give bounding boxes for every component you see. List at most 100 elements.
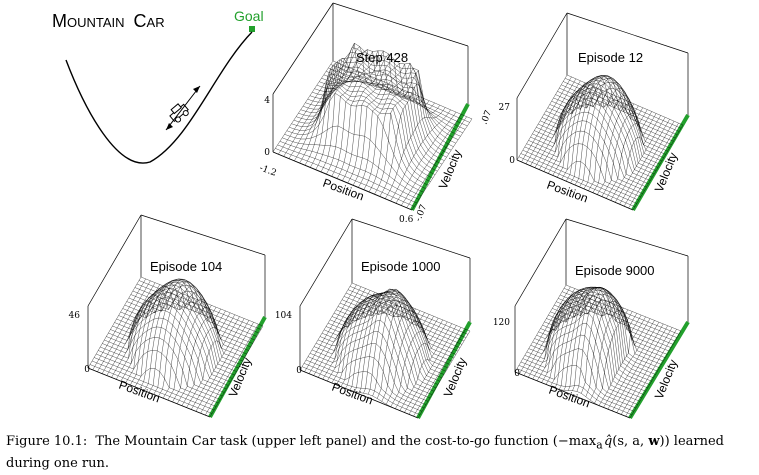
surface-mesh-line <box>337 296 457 355</box>
surface-mesh-line <box>583 82 635 189</box>
box-edge <box>351 218 471 259</box>
caption-max-sub: a <box>596 438 603 452</box>
surface-mesh-line <box>130 290 253 344</box>
surface-mesh-line <box>367 288 421 395</box>
surface-mesh-line <box>326 50 387 174</box>
z-max-label: 46 <box>69 311 81 321</box>
surface-mesh-line <box>411 118 473 211</box>
surface-mesh-line <box>167 298 221 401</box>
mountain-curve <box>65 31 253 164</box>
surface-mesh-line <box>309 57 449 154</box>
surface-mesh-line <box>610 115 661 201</box>
surface-mesh-line <box>385 107 446 199</box>
surface-mesh-line <box>191 318 245 410</box>
surface-mesh-line <box>330 64 470 123</box>
surface-mesh-line <box>343 296 463 345</box>
surface-mesh-line <box>339 300 459 352</box>
velocity-axis-bar <box>416 321 472 419</box>
surface-mesh-line <box>321 71 461 137</box>
surface-mesh-line <box>594 316 646 404</box>
surface-mesh-line <box>417 330 471 419</box>
surface-mesh-line <box>172 307 226 402</box>
surface-mesh-line <box>544 287 660 368</box>
surface-panel-4: Episode 9000 120 0 Position Velocity <box>493 218 690 420</box>
surface-mesh-line <box>319 49 459 140</box>
box-edge <box>299 218 353 307</box>
surface-mesh-line <box>581 292 633 394</box>
surface-mesh-line <box>351 282 471 332</box>
position-min-label: -1.2 <box>258 163 278 178</box>
surface-panel-1: Episode 12 27 0 Position Velocity <box>499 12 690 212</box>
surface-mesh-line <box>413 329 466 417</box>
z-max-label: 120 <box>493 318 510 328</box>
position-axis-label: Position <box>321 176 366 204</box>
surface-mesh-line <box>615 117 666 203</box>
panel-title: Episode 104 <box>150 259 222 274</box>
arrow-head-down-icon <box>166 123 173 130</box>
box-edge <box>87 214 142 307</box>
z-max-label: 104 <box>275 311 292 321</box>
velocity-axis-label: Velocity <box>441 356 469 400</box>
surface-mesh-line <box>116 282 239 369</box>
surface-mesh-line <box>399 323 452 411</box>
surface-mesh-line <box>341 299 461 348</box>
surface-mesh-line <box>302 63 443 165</box>
z-min-label: 0 <box>509 156 515 166</box>
surface-mesh-line <box>139 280 193 389</box>
surface-mesh-line <box>321 294 441 382</box>
surface-mesh-line <box>114 284 237 372</box>
position-max-label: 0.6 <box>399 215 414 225</box>
surface-mesh-line <box>532 292 584 380</box>
surface-mesh-line <box>323 291 443 378</box>
surface-mesh-line <box>186 316 240 408</box>
mc-title-initial-1: M <box>52 11 67 31</box>
surface-mesh-line <box>408 327 462 415</box>
surface-mesh-line <box>138 280 262 330</box>
surface-mesh-line <box>549 75 666 155</box>
surface-mesh-line <box>557 88 674 142</box>
box-edge <box>566 12 689 54</box>
surface-mesh-line <box>554 293 670 352</box>
surface-mesh-line <box>374 69 435 194</box>
surface-mesh-line <box>372 291 425 397</box>
surface-mesh-line <box>579 77 630 187</box>
surface-mesh-line <box>563 288 680 335</box>
surface-mesh-line <box>616 325 668 413</box>
surface-mesh-line <box>623 121 675 207</box>
box-edge <box>140 214 266 256</box>
surface-mesh-line <box>395 321 448 409</box>
surface-mesh-line <box>576 287 629 392</box>
surface-mesh-line <box>328 67 468 127</box>
goal-flag-icon <box>249 26 255 32</box>
z-max-label: 4 <box>264 96 270 106</box>
surface-mesh-line <box>314 47 454 147</box>
caption-text-end: )) learned during one run. <box>6 434 724 471</box>
z-min-label: 0 <box>514 369 520 379</box>
caption-args: (s, a, <box>612 434 649 449</box>
surface-mesh-line <box>553 78 670 149</box>
surface-mesh-line <box>390 319 443 407</box>
surface-mesh-line <box>333 292 453 362</box>
surface-mesh-line <box>401 114 462 206</box>
surface-mesh-line <box>347 289 467 338</box>
surface-mesh-line <box>134 287 257 337</box>
surface-mesh-line <box>601 111 652 197</box>
surface-mesh-line <box>200 322 254 414</box>
z-min-label: 0 <box>264 148 270 158</box>
surface-mesh-line <box>606 113 657 199</box>
surface-mesh-line <box>390 109 451 201</box>
surface-mesh-line <box>548 287 664 362</box>
surface-mesh-line <box>195 320 250 412</box>
surface-mesh-line <box>153 281 207 395</box>
surface-wire-0 <box>272 2 473 211</box>
surface-mesh-line <box>559 87 676 139</box>
surface-mesh-line <box>205 324 259 416</box>
surface-mesh-line <box>349 286 469 335</box>
surface-mesh-line <box>546 286 662 365</box>
surface-mesh-line <box>331 291 451 365</box>
surface-mesh-line <box>358 63 419 188</box>
velocity-max-label: .07 <box>480 109 495 126</box>
surface-mesh-line <box>369 67 430 192</box>
surface-mesh-line <box>345 292 465 342</box>
surface-panel-3: Episode 1000 104 0 Position Velocity <box>275 218 472 419</box>
